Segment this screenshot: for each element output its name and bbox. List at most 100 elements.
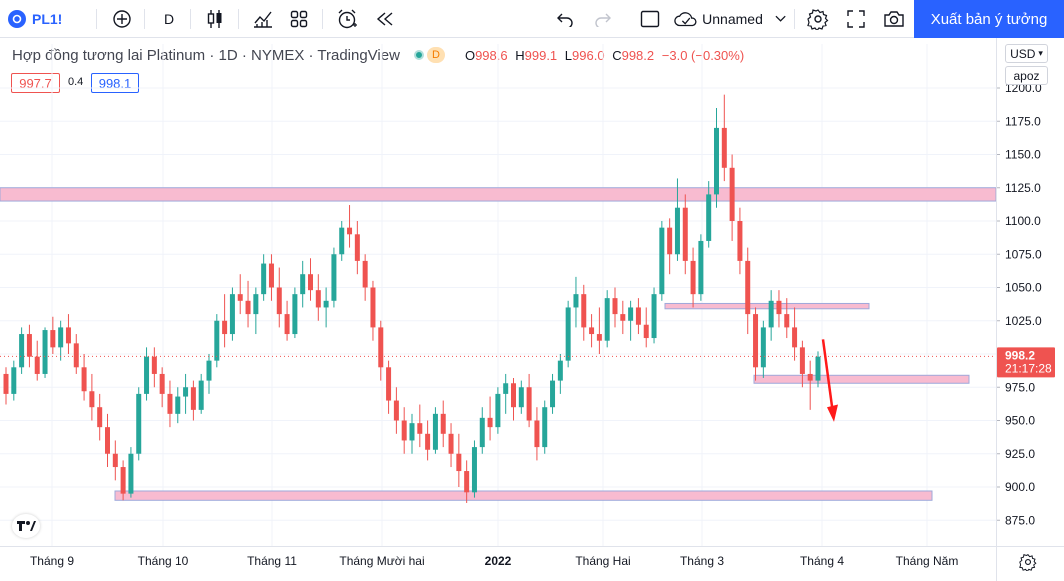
price-tick-label: 1050.0 [1005,281,1042,295]
candle-body [643,324,649,339]
fullscreen-button[interactable] [843,0,869,38]
candle-body [409,423,415,441]
candle-body [674,207,680,255]
time-tick-label: Tháng 11 [247,554,297,568]
candle-body [550,380,556,408]
fullscreen-icon [847,10,865,28]
candle-body [261,263,267,295]
candle-body [237,294,243,301]
candle-body [753,314,759,368]
candle-body [784,314,790,328]
currency-selector[interactable]: USD ▾ [1005,44,1048,63]
candle-body [729,167,735,221]
candle-body [331,254,337,301]
down-arrow-head [827,404,838,422]
candle-body [50,330,56,348]
tradingview-logo-icon[interactable] [12,514,40,538]
candle-body [42,330,48,374]
candle-body [159,373,165,394]
toolbar-divider [238,9,239,29]
support-resistance-zone [0,187,997,202]
candle-body [448,433,454,454]
candles-icon [207,10,222,28]
toolbar-divider [144,9,145,29]
candle-body [792,327,798,348]
time-tick-label: Tháng Năm [896,554,959,568]
candle-body [268,263,274,288]
compare-symbol-button[interactable] [108,0,136,38]
undo-button[interactable] [551,0,579,38]
replay-button[interactable] [372,0,398,38]
unit-selector[interactable]: apoz [1005,66,1048,85]
select-layout-button[interactable] [637,0,663,38]
candle-body [206,360,212,381]
ohlc-values: O998.6 H999.1 L996.0 C998.2 −3.0 (−0.30%… [464,47,745,63]
templates-button[interactable] [286,0,312,38]
series-title[interactable]: Hợp đồng tương lai Platinum · 1D · NYMEX… [12,46,400,64]
snapshot-button[interactable] [880,0,908,38]
toolbar-divider [794,9,795,29]
time-tick-label: Tháng Mười hai [339,554,424,568]
candle-body [308,274,313,291]
redo-button[interactable] [589,0,617,38]
candle-body [105,427,110,454]
candle-body [315,290,321,308]
current-price-value: 998.2 [1005,348,1035,362]
price-tick-label: 925.0 [1005,447,1035,461]
candle-body [19,334,25,368]
candle-body [393,400,399,421]
candle-body [596,334,602,341]
candle-body [417,423,423,434]
candle-body [354,234,360,261]
candle-body [97,407,103,428]
layout-name-button[interactable]: Unnamed [674,0,786,38]
candle-body [120,467,126,494]
candle-body [471,447,477,493]
current-price-label [997,347,1055,378]
candle-body [682,207,688,261]
candle-body [456,453,462,472]
candle-body [11,367,17,394]
indicators-button[interactable] [250,0,276,38]
candle-body [479,417,485,448]
time-tick-label: Tháng 9 [30,554,74,568]
candle-body [347,227,353,235]
symbol-search-button[interactable]: PL1! [8,0,70,38]
chart-grid [0,44,996,546]
replay-icon [376,12,393,26]
time-tick-label: Tháng 10 [138,554,189,568]
candle-body [799,347,805,374]
chart-legend: Hợp đồng tương lai Platinum · 1D · NYMEX… [12,46,748,64]
drawn-zones [0,187,997,501]
market-open-dot-icon [413,50,424,60]
candle-body [690,260,696,295]
candle-body [253,294,259,315]
chart-type-button[interactable] [202,0,228,38]
candle-body [136,393,142,454]
candle-body [511,383,516,408]
price-tick-label: 1025.0 [1005,314,1042,328]
candle-body [300,274,306,295]
candle-body [339,227,345,255]
publish-idea-button[interactable]: Xuất bản ý tưởng [914,0,1064,38]
candle-body [323,300,329,308]
time-tick-label: Tháng 3 [680,554,724,568]
toolbar-divider [96,9,97,29]
camera-icon [884,11,904,27]
candle-body [518,387,524,408]
candle-body [745,260,751,315]
candle-body [542,407,548,448]
templates-icon [290,10,308,28]
fullscreen-select-icon [640,10,660,28]
alert-button[interactable] [334,0,360,38]
market-status[interactable]: D [413,47,445,63]
down-arrow-drawing [821,339,835,415]
gear-icon[interactable] [1018,552,1038,572]
interval-button[interactable]: D [163,11,175,27]
price-tick-label: 1100.0 [1005,214,1041,228]
delayed-data-badge: D [426,47,445,63]
candle-body [495,393,501,428]
chart-settings-button[interactable] [805,0,831,38]
support-resistance-zone [664,302,870,310]
